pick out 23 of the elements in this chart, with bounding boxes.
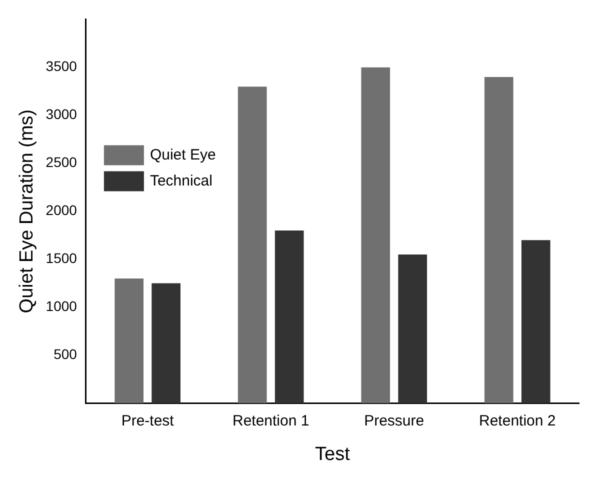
y-tick-label: 1500 bbox=[46, 250, 78, 266]
y-tick-label: 1000 bbox=[46, 298, 78, 314]
bar bbox=[484, 76, 514, 404]
bar bbox=[114, 278, 144, 404]
y-tick-label: 3000 bbox=[46, 106, 78, 122]
y-tick-label: 2000 bbox=[46, 202, 78, 218]
bar bbox=[238, 86, 267, 404]
y-tick-label: 2500 bbox=[46, 154, 78, 170]
y-tick-label: 3500 bbox=[46, 58, 78, 74]
bar bbox=[521, 240, 550, 404]
bar bbox=[398, 254, 428, 404]
y-tick-label: 500 bbox=[54, 346, 78, 362]
x-tick-label: Retention 1 bbox=[232, 412, 310, 430]
x-axis-title: Test bbox=[315, 444, 351, 465]
x-tick-label: Pressure bbox=[364, 412, 424, 430]
bar bbox=[152, 283, 180, 404]
x-tick-label: Pre-test bbox=[121, 412, 175, 430]
legend-label: Technical bbox=[150, 172, 212, 190]
x-tick-label: Retention 2 bbox=[479, 412, 556, 430]
legend-label: Quiet Eye bbox=[150, 146, 216, 164]
bar bbox=[361, 67, 390, 404]
bar bbox=[274, 230, 304, 404]
y-axis-title: Quiet Eye Duration (ms) bbox=[16, 109, 38, 314]
